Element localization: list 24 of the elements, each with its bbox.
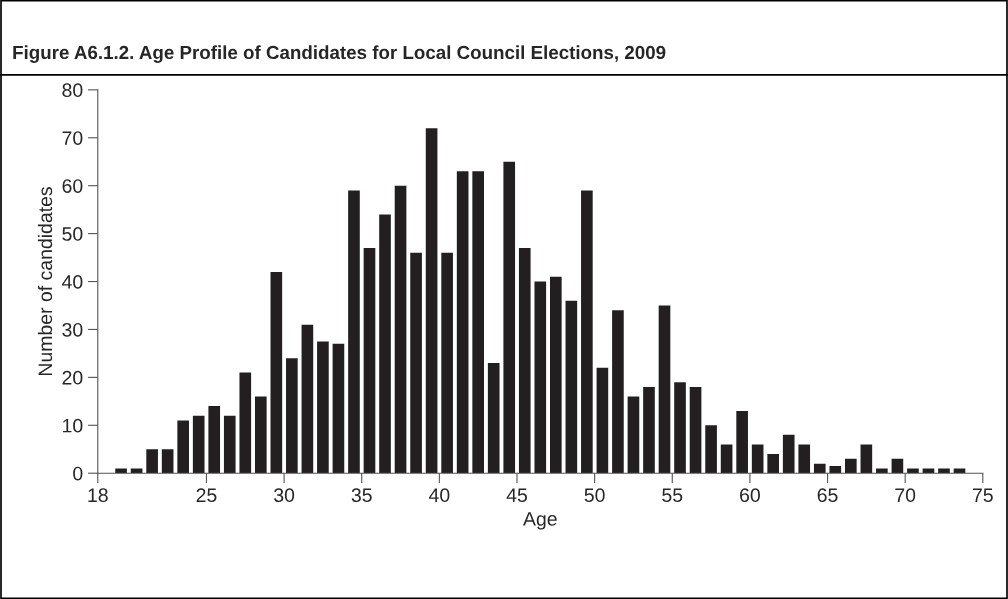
x-tick-label: 60 bbox=[740, 488, 760, 503]
y-tick-label: 80 bbox=[62, 83, 83, 98]
x-tick-label: 30 bbox=[274, 488, 295, 503]
x-tick-label: 65 bbox=[817, 488, 838, 503]
y-tick-label: 70 bbox=[62, 131, 83, 146]
x-tick-label: 25 bbox=[196, 488, 217, 503]
x-tick-label: 40 bbox=[429, 488, 450, 503]
x-tick-label: 50 bbox=[584, 488, 605, 503]
y-tick-label: 60 bbox=[62, 179, 83, 193]
y-tick-label: 20 bbox=[62, 370, 83, 385]
y-tick-label: 30 bbox=[62, 322, 83, 337]
x-tick-label: 55 bbox=[662, 488, 683, 503]
y-tick-label: 10 bbox=[63, 418, 83, 433]
y-axis-title: Number of candidates bbox=[37, 187, 53, 376]
x-tick-label: 35 bbox=[351, 488, 372, 503]
x-tick-label: 75 bbox=[972, 488, 993, 503]
x-tick-label: 45 bbox=[506, 488, 527, 503]
y-tick-label: 0 bbox=[73, 466, 83, 481]
chart-title: Figure A6.1.2. Age Profile of Candidates for Local Council Elections, 2009 bbox=[13, 45, 666, 63]
x-tick-label: 18 bbox=[88, 488, 108, 503]
y-tick-label: 50 bbox=[62, 227, 83, 241]
x-tick-label: 70 bbox=[895, 488, 916, 503]
x-axis-title: Age bbox=[523, 512, 557, 530]
y-tick-label: 40 bbox=[62, 275, 83, 289]
